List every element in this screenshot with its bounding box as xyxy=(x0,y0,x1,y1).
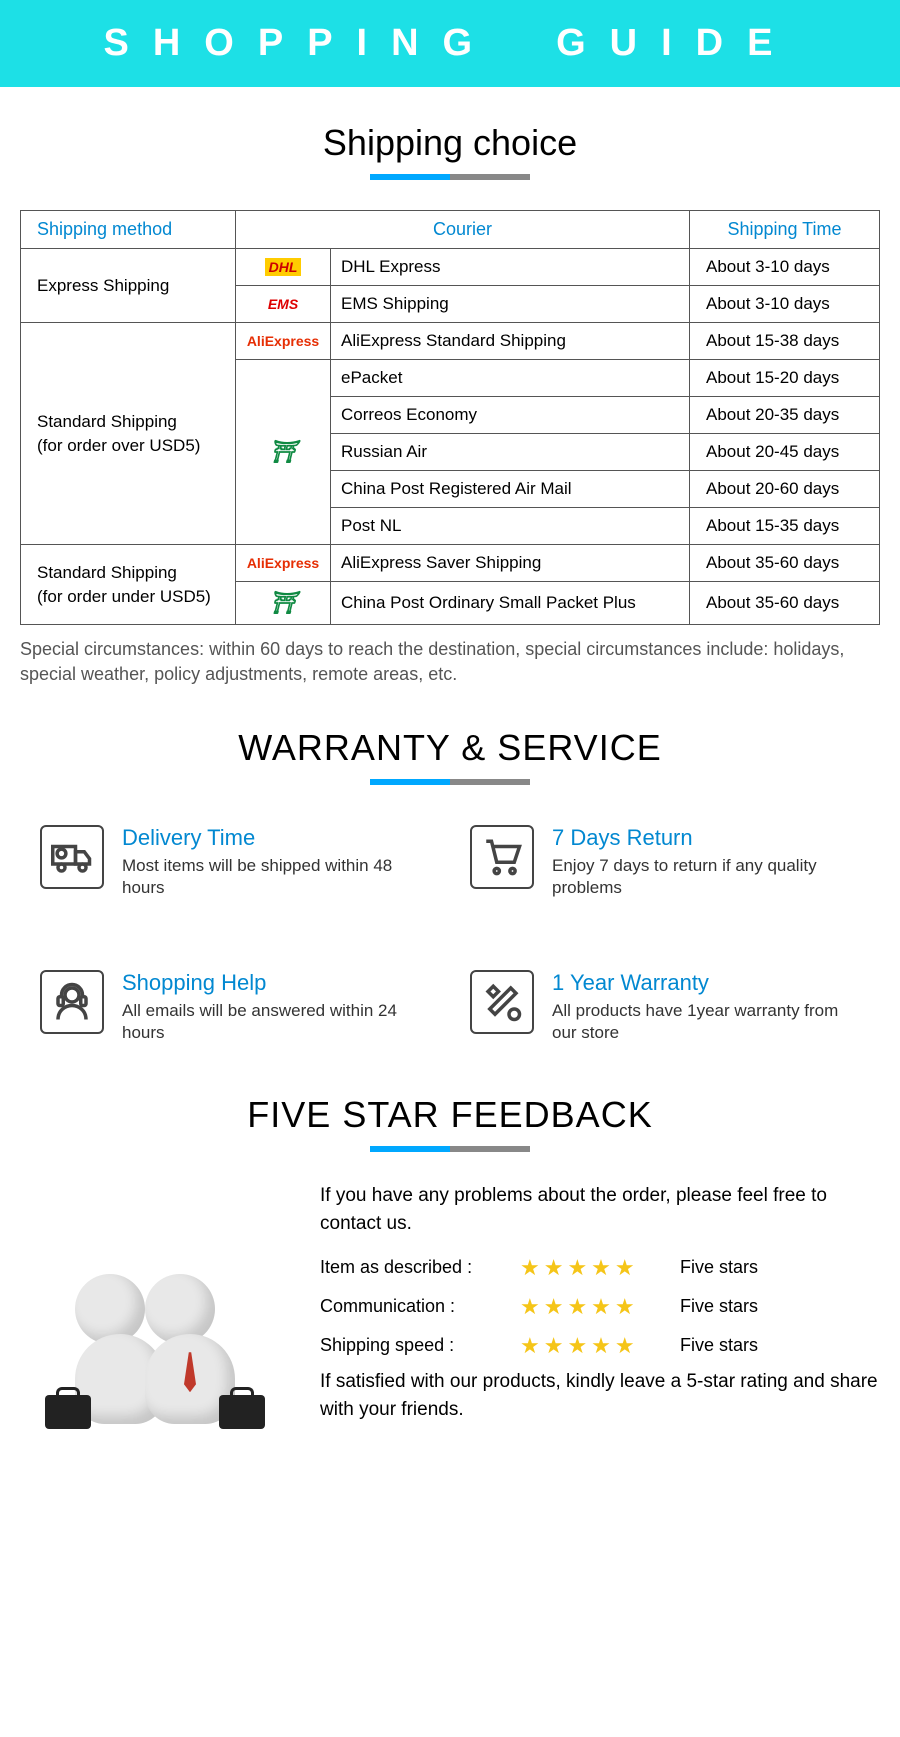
rating-label: Communication : xyxy=(320,1293,520,1320)
time-cell: About 20-35 days xyxy=(690,397,880,434)
services-grid: Delivery Time Most items will be shipped… xyxy=(40,825,860,1043)
title-underline xyxy=(370,1146,530,1152)
shipping-title: Shipping choice xyxy=(0,122,900,164)
time-cell: About 15-38 days xyxy=(690,323,880,360)
rating-text: Five stars xyxy=(680,1332,880,1359)
handshake-image xyxy=(20,1194,290,1424)
carrier-cell: EMS xyxy=(236,286,331,323)
truck-icon xyxy=(40,825,104,889)
dhl-logo: DHL xyxy=(265,258,302,276)
rating-text: Five stars xyxy=(680,1293,880,1320)
title-underline xyxy=(370,174,530,180)
time-cell: About 20-45 days xyxy=(690,434,880,471)
courier-cell: AliExpress Standard Shipping xyxy=(331,323,690,360)
five-stars-icon: ★★★★★ xyxy=(520,1251,680,1284)
feedback-intro: If you have any problems about the order… xyxy=(320,1182,880,1239)
time-cell: About 15-20 days xyxy=(690,360,880,397)
service-return: 7 Days Return Enjoy 7 days to return if … xyxy=(470,825,860,899)
courier-cell: AliExpress Saver Shipping xyxy=(331,545,690,582)
method-cell: Standard Shipping (for order under USD5) xyxy=(21,545,236,625)
courier-cell: EMS Shipping xyxy=(331,286,690,323)
tools-icon xyxy=(470,970,534,1034)
chinapost-logo: ⛩ xyxy=(269,439,297,464)
table-header-row: Shipping method Courier Shipping Time xyxy=(21,211,880,249)
service-desc: Most items will be shipped within 48 hou… xyxy=(122,855,430,899)
courier-cell: Correos Economy xyxy=(331,397,690,434)
time-cell: About 3-10 days xyxy=(690,249,880,286)
feedback-section: If you have any problems about the order… xyxy=(20,1182,880,1437)
th-time: Shipping Time xyxy=(690,211,880,249)
rating-row: Item as described : ★★★★★ Five stars xyxy=(320,1251,880,1284)
carrier-cell: ⛩ xyxy=(236,360,331,545)
table-row: Standard Shipping (for order under USD5)… xyxy=(21,545,880,582)
feedback-title: FIVE STAR FEEDBACK xyxy=(0,1094,900,1136)
rating-text: Five stars xyxy=(680,1254,880,1281)
service-desc: All emails will be answered within 24 ho… xyxy=(122,1000,430,1044)
carrier-cell: DHL xyxy=(236,249,331,286)
aliexpress-logo: AliExpress xyxy=(247,555,319,571)
service-title: 7 Days Return xyxy=(552,825,860,851)
carrier-cell: AliExpress xyxy=(236,545,331,582)
th-method: Shipping method xyxy=(21,211,236,249)
service-desc: All products have 1year warranty from ou… xyxy=(552,1000,860,1044)
courier-cell: Russian Air xyxy=(331,434,690,471)
shopping-guide-banner: SHOPPING GUIDE xyxy=(0,0,900,87)
five-stars-icon: ★★★★★ xyxy=(520,1329,680,1362)
five-stars-icon: ★★★★★ xyxy=(520,1290,680,1323)
courier-cell: ePacket xyxy=(331,360,690,397)
service-title: 1 Year Warranty xyxy=(552,970,860,996)
cart-icon xyxy=(470,825,534,889)
banner-word-1: SHOPPING xyxy=(104,22,497,64)
service-warranty: 1 Year Warranty All products have 1year … xyxy=(470,970,860,1044)
courier-cell: China Post Registered Air Mail xyxy=(331,471,690,508)
feedback-outro: If satisfied with our products, kindly l… xyxy=(320,1368,880,1425)
warranty-title: WARRANTY & SERVICE xyxy=(0,727,900,769)
time-cell: About 3-10 days xyxy=(690,286,880,323)
carrier-cell: ⛩ xyxy=(236,582,331,625)
headset-icon xyxy=(40,970,104,1034)
carrier-cell: AliExpress xyxy=(236,323,331,360)
courier-cell: China Post Ordinary Small Packet Plus xyxy=(331,582,690,625)
shipping-note: Special circumstances: within 60 days to… xyxy=(20,637,880,687)
rating-row: Communication : ★★★★★ Five stars xyxy=(320,1290,880,1323)
table-row: Express Shipping DHL DHL Express About 3… xyxy=(21,249,880,286)
chinapost-logo: ⛩ xyxy=(269,590,297,615)
method-cell: Express Shipping xyxy=(21,249,236,323)
aliexpress-logo: AliExpress xyxy=(247,333,319,349)
time-cell: About 15-35 days xyxy=(690,508,880,545)
rating-label: Shipping speed : xyxy=(320,1332,520,1359)
courier-cell: Post NL xyxy=(331,508,690,545)
figure-right xyxy=(145,1274,235,1424)
rating-row: Shipping speed : ★★★★★ Five stars xyxy=(320,1329,880,1362)
service-delivery-time: Delivery Time Most items will be shipped… xyxy=(40,825,430,899)
shipping-table: Shipping method Courier Shipping Time Ex… xyxy=(20,210,880,625)
th-courier: Courier xyxy=(236,211,690,249)
time-cell: About 35-60 days xyxy=(690,545,880,582)
ems-logo: EMS xyxy=(268,296,298,312)
service-title: Delivery Time xyxy=(122,825,430,851)
feedback-text: If you have any problems about the order… xyxy=(320,1182,880,1437)
table-row: Standard Shipping (for order over USD5) … xyxy=(21,323,880,360)
courier-cell: DHL Express xyxy=(331,249,690,286)
title-underline xyxy=(370,779,530,785)
service-help: Shopping Help All emails will be answere… xyxy=(40,970,430,1044)
service-desc: Enjoy 7 days to return if any quality pr… xyxy=(552,855,860,899)
service-title: Shopping Help xyxy=(122,970,430,996)
time-cell: About 20-60 days xyxy=(690,471,880,508)
rating-label: Item as described : xyxy=(320,1254,520,1281)
time-cell: About 35-60 days xyxy=(690,582,880,625)
banner-word-2: GUIDE xyxy=(556,22,796,64)
method-cell: Standard Shipping (for order over USD5) xyxy=(21,323,236,545)
